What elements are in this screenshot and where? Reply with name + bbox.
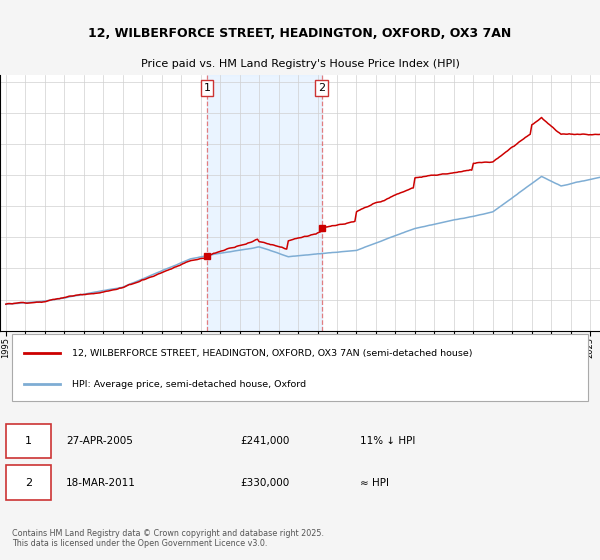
Text: 27-APR-2005: 27-APR-2005 xyxy=(66,436,133,446)
Text: 2: 2 xyxy=(25,478,32,488)
Text: ≈ HPI: ≈ HPI xyxy=(360,478,389,488)
FancyBboxPatch shape xyxy=(12,334,588,402)
Text: £241,000: £241,000 xyxy=(240,436,289,446)
Text: Contains HM Land Registry data © Crown copyright and database right 2025.
This d: Contains HM Land Registry data © Crown c… xyxy=(12,529,324,548)
Text: 12, WILBERFORCE STREET, HEADINGTON, OXFORD, OX3 7AN: 12, WILBERFORCE STREET, HEADINGTON, OXFO… xyxy=(88,27,512,40)
Text: Price paid vs. HM Land Registry's House Price Index (HPI): Price paid vs. HM Land Registry's House … xyxy=(140,59,460,69)
Text: 18-MAR-2011: 18-MAR-2011 xyxy=(66,478,136,488)
FancyBboxPatch shape xyxy=(6,465,51,500)
Text: HPI: Average price, semi-detached house, Oxford: HPI: Average price, semi-detached house,… xyxy=(72,380,306,389)
Text: 1: 1 xyxy=(203,83,211,93)
Text: 1: 1 xyxy=(25,436,32,446)
Bar xyxy=(207,76,322,330)
Text: £330,000: £330,000 xyxy=(240,478,289,488)
Text: 11% ↓ HPI: 11% ↓ HPI xyxy=(360,436,415,446)
FancyBboxPatch shape xyxy=(6,424,51,458)
Text: 2: 2 xyxy=(318,83,325,93)
Text: 12, WILBERFORCE STREET, HEADINGTON, OXFORD, OX3 7AN (semi-detached house): 12, WILBERFORCE STREET, HEADINGTON, OXFO… xyxy=(72,348,473,357)
